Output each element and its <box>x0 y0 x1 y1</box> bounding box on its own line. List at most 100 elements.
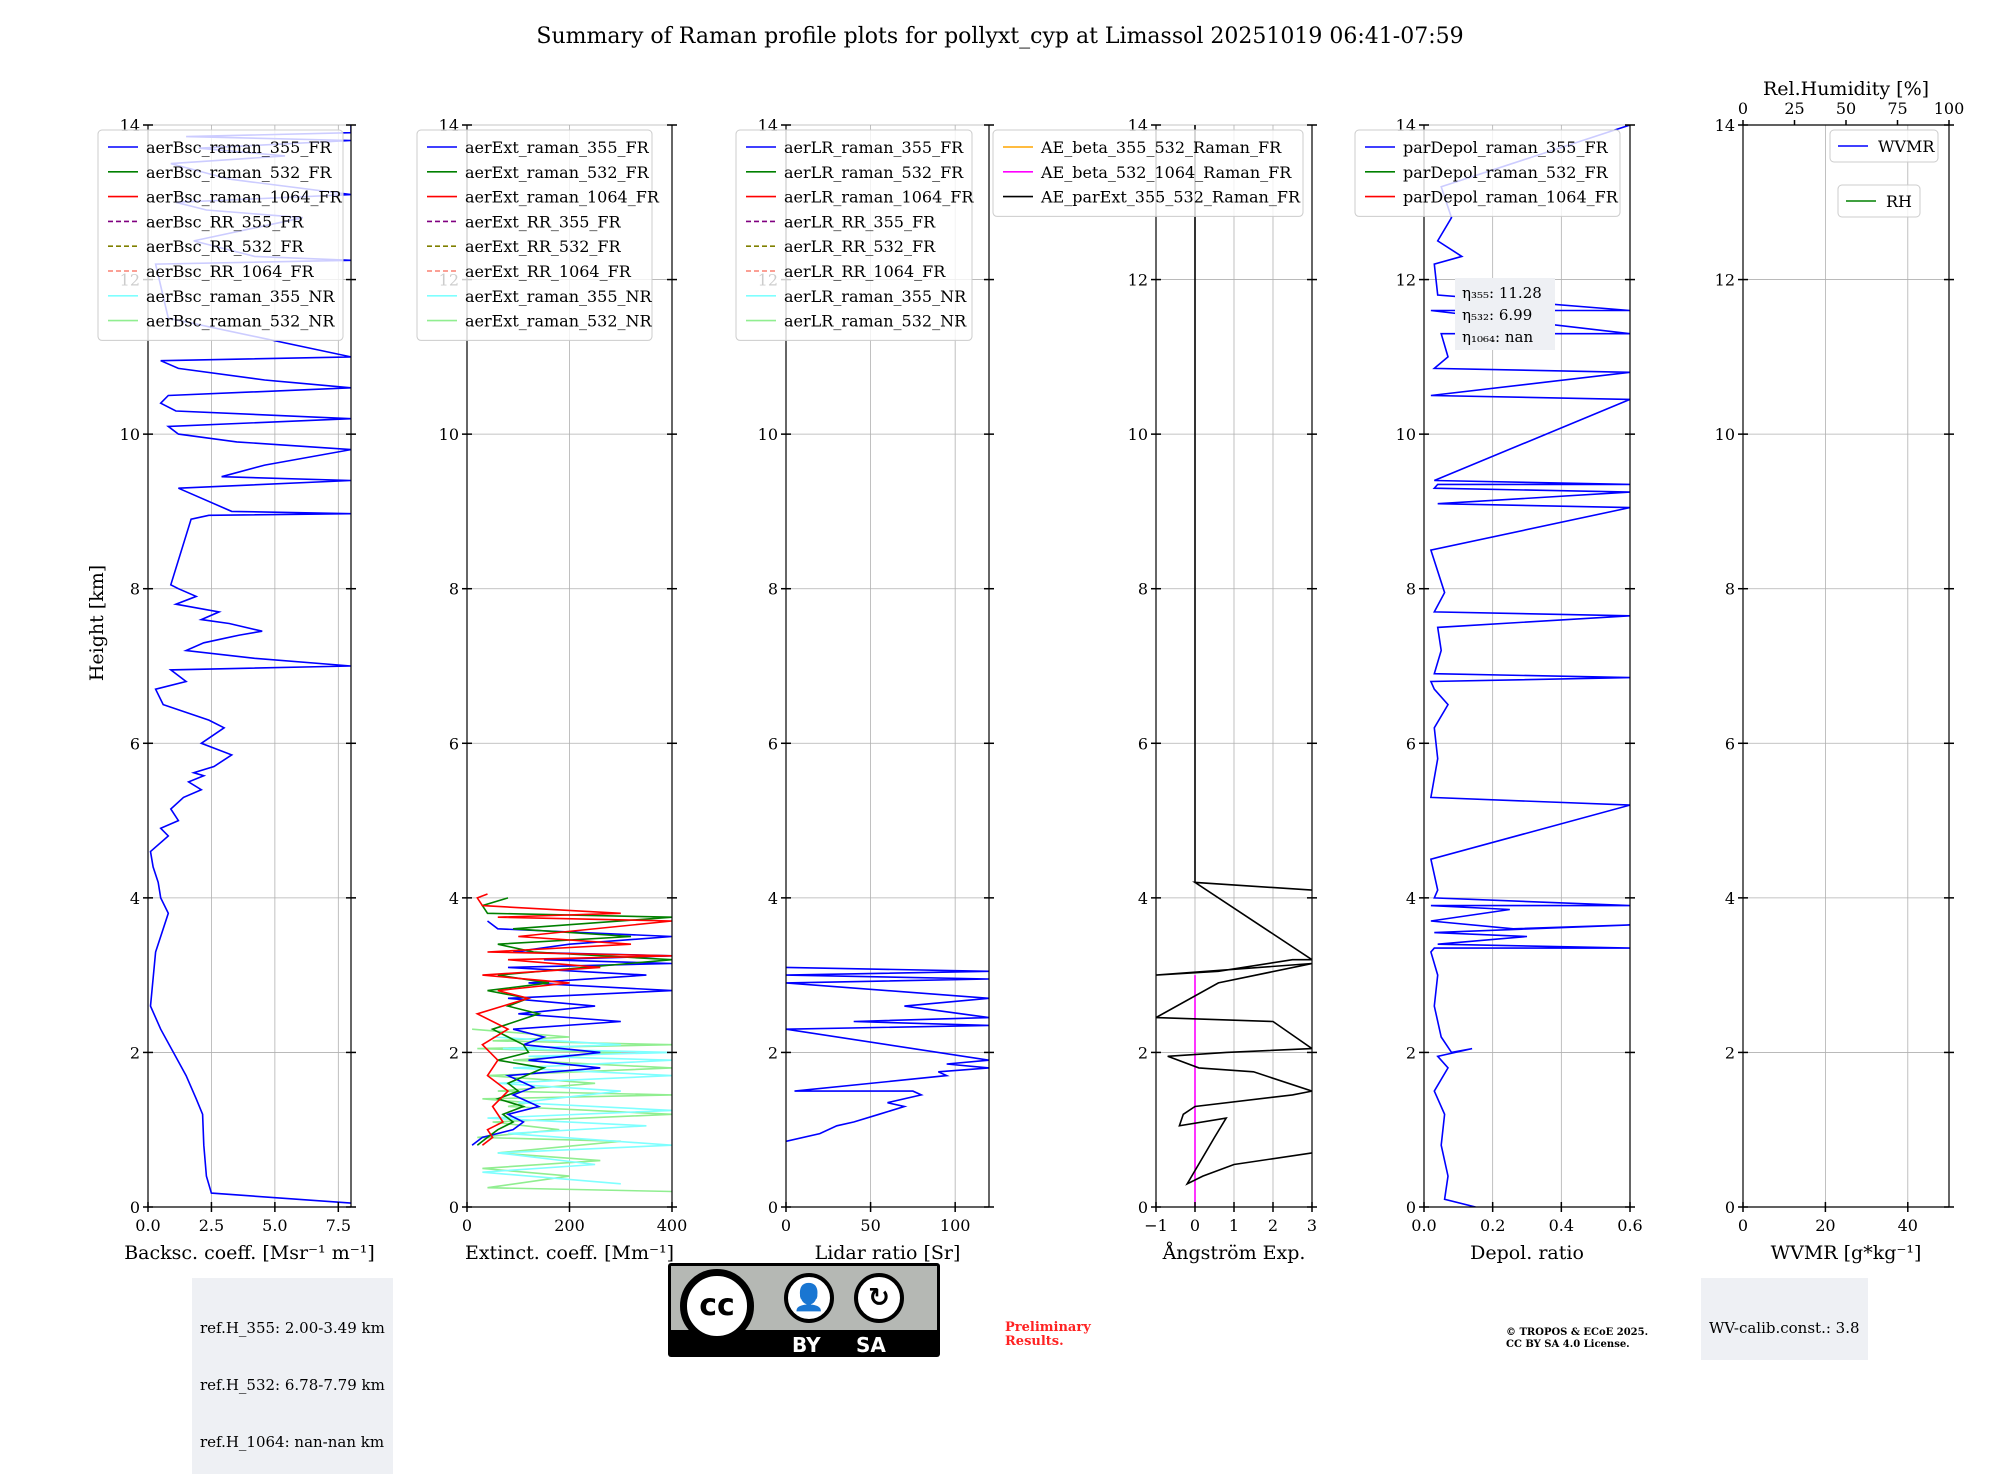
top-x-tick-label: 50 <box>1836 99 1856 118</box>
cc-by-sa-badge: cc 👤 ↻ BY SA <box>668 1263 940 1357</box>
legend-label: aerLR_RR_1064_FR <box>784 262 946 281</box>
refh-355: ref.H_355: 2.00-3.49 km <box>200 1319 385 1337</box>
series-group <box>1156 125 1312 1207</box>
legend: AE_beta_355_532_Raman_FR AE_beta_532_1064… <box>992 129 1304 217</box>
series-group <box>149 125 351 1204</box>
series-group <box>1429 125 1630 1207</box>
x-tick-label: 0 <box>781 1216 791 1235</box>
y-tick-label: 14 <box>1715 116 1735 135</box>
y-tick-label: 0 <box>768 1198 778 1217</box>
legend-rh: RH <box>1837 184 1921 218</box>
y-tick-label: 6 <box>1138 734 1148 753</box>
y-tick-label: 10 <box>120 425 140 444</box>
panel-3: 02468101214050100Lidar ratio [Sr]aerLR_r… <box>735 116 994 1264</box>
series-line-parDepol_raman_355_FR <box>1429 125 1630 1207</box>
legend-frame <box>992 129 1304 217</box>
copyright-line-2: CC BY SA 4.0 License. <box>1506 1339 1630 1350</box>
top-x-tick-label: 75 <box>1887 99 1907 118</box>
y-tick-label: 10 <box>1396 425 1416 444</box>
wv-calibration-box: WV-calib.const.: 3.8 <box>1701 1278 1868 1360</box>
series-line-AE_parExt_355_532_Raman_FR <box>1156 125 1312 1186</box>
reference-height-box: ref.H_355: 2.00-3.49 km ref.H_532: 6.78-… <box>192 1278 393 1474</box>
top-axis-label: Rel.Humidity [%] <box>1763 78 1929 100</box>
legend: aerBsc_raman_355_FR aerBsc_raman_532_FRae… <box>97 129 344 341</box>
annotation-line: η₅₃₂: 6.99 <box>1462 306 1532 324</box>
y-tick-label: 4 <box>449 889 459 908</box>
series-line-aerLR_raman_355_FR <box>786 966 989 1143</box>
figure-title: Summary of Raman profile plots for polly… <box>536 24 1463 49</box>
attribution-person-icon: 👤 <box>784 1273 834 1323</box>
y-tick-label: 8 <box>1725 580 1735 599</box>
y-tick-label: 8 <box>1406 580 1416 599</box>
legend-label: aerExt_raman_355_NR <box>465 287 653 306</box>
legend-label: aerLR_raman_532_FR <box>784 163 964 182</box>
legend-label: aerLR_RR_532_FR <box>784 237 936 256</box>
series-line-aerBsc_raman_355_FR <box>149 125 351 1204</box>
license-by-label: BY <box>792 1333 821 1357</box>
y-tick-label: 0 <box>1725 1198 1735 1217</box>
refh-1064: ref.H_1064: nan-nan km <box>200 1433 385 1451</box>
x-tick-label: 20 <box>1815 1216 1835 1235</box>
legend-label: aerExt_RR_1064_FR <box>465 262 632 281</box>
y-tick-label: 2 <box>1406 1043 1416 1062</box>
legend-label: aerLR_raman_532_NR <box>784 312 967 331</box>
x-axis-label: Extinct. coeff. [Mm⁻¹] <box>465 1242 674 1264</box>
x-tick-label: 7.5 <box>326 1216 351 1235</box>
y-tick-label: 6 <box>1406 734 1416 753</box>
y-tick-label: 10 <box>1715 425 1735 444</box>
x-tick-label: 2.5 <box>199 1216 224 1235</box>
y-tick-label: 2 <box>1725 1043 1735 1062</box>
y-tick-label: 6 <box>768 734 778 753</box>
y-tick-label: 6 <box>1725 734 1735 753</box>
top-x-tick-label: 25 <box>1784 99 1804 118</box>
x-axis-label: Lidar ratio [Sr] <box>815 1242 961 1264</box>
x-tick-label: 3 <box>1307 1216 1317 1235</box>
top-x-tick-label: 0 <box>1738 99 1748 118</box>
y-tick-label: 10 <box>758 425 778 444</box>
legend-label: aerBsc_raman_532_NR <box>146 312 335 331</box>
x-tick-label: 0.0 <box>1411 1216 1436 1235</box>
x-axis-label: WVMR [g*kg⁻¹] <box>1771 1242 1922 1264</box>
annotation-line: η₁₀₆₄: nan <box>1462 328 1533 346</box>
legend-label: AE_parExt_355_532_Raman_FR <box>1040 188 1301 207</box>
x-tick-label: 5.0 <box>262 1216 287 1235</box>
y-tick-label: 10 <box>1128 425 1148 444</box>
legend-label: AE_beta_355_532_Raman_FR <box>1040 138 1282 157</box>
x-tick-label: 0 <box>1190 1216 1200 1235</box>
annotation-line: η₃₅₅: 11.28 <box>1462 284 1542 302</box>
y-tick-label: 6 <box>449 734 459 753</box>
cc-logo-icon: cc <box>680 1269 754 1343</box>
annotation-bg <box>1455 278 1555 350</box>
x-axis-label: Ångström Exp. <box>1162 1242 1306 1264</box>
legend-label: AE_beta_532_1064_Raman_FR <box>1040 163 1292 182</box>
legend-label: aerLR_RR_355_FR <box>784 212 936 231</box>
legend-frame <box>1354 129 1621 217</box>
x-tick-label: 0 <box>462 1216 472 1235</box>
x-tick-label: 1 <box>1229 1216 1239 1235</box>
x-tick-label: 0.6 <box>1617 1216 1642 1235</box>
legend-label: aerExt_RR_532_FR <box>465 237 622 256</box>
figure-canvas: Summary of Raman profile plots for polly… <box>86 24 1964 1264</box>
y-tick-label: 4 <box>130 889 140 908</box>
y-tick-label: 10 <box>439 425 459 444</box>
legend-label: aerBsc_raman_355_NR <box>146 287 335 306</box>
x-axis-label: Backsc. coeff. [Msr⁻¹ m⁻¹] <box>124 1242 375 1264</box>
legend: aerLR_raman_355_FR aerLR_raman_532_FR aerL… <box>735 129 974 341</box>
legend-frame <box>735 129 973 341</box>
copyright-line-1: © TROPOS & ECoE 2025. <box>1506 1327 1649 1338</box>
legend-label: aerLR_raman_1064_FR <box>784 188 974 207</box>
legend-label: aerBsc_raman_532_FR <box>146 163 332 182</box>
y-tick-label: 12 <box>1396 271 1416 290</box>
y-tick-label: 8 <box>768 580 778 599</box>
y-tick-label: 0 <box>130 1198 140 1217</box>
y-tick-label: 8 <box>1138 580 1148 599</box>
legend-label: aerBsc_RR_355_FR <box>146 212 304 231</box>
y-tick-label: 0 <box>1138 1198 1148 1217</box>
legend-wvmr: WVMR <box>1829 129 1939 163</box>
x-tick-label: 40 <box>1898 1216 1918 1235</box>
legend-label: aerExt_raman_1064_FR <box>465 188 660 207</box>
x-tick-label: 0.4 <box>1549 1216 1574 1235</box>
